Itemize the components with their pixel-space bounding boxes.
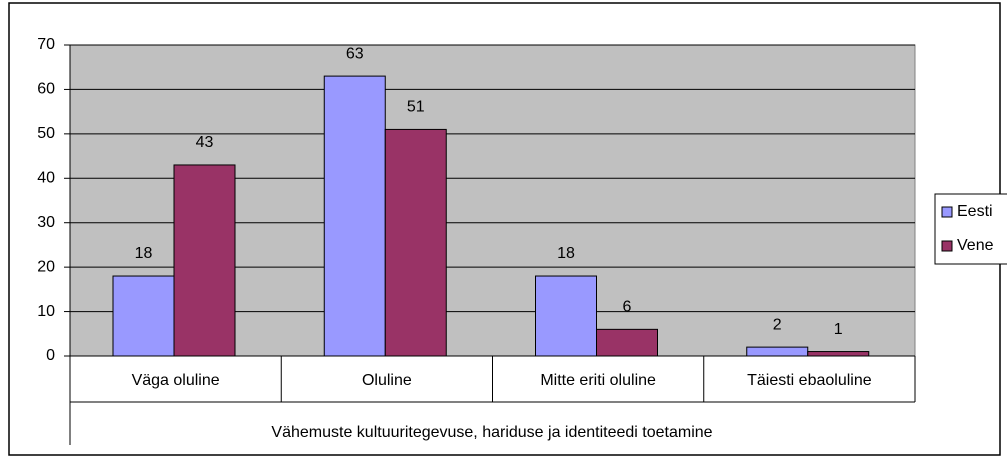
legend-box (934, 193, 1007, 265)
legend-label: Eesti (957, 203, 993, 220)
bar (112, 275, 175, 357)
bar (173, 164, 236, 357)
data-label: 63 (346, 45, 364, 62)
y-tick-label: 20 (37, 258, 55, 275)
y-tick-label: 50 (37, 125, 55, 142)
y-tick-label: 10 (37, 303, 55, 320)
bar (746, 346, 809, 357)
y-tick-label: 60 (37, 81, 55, 98)
data-label: 18 (135, 245, 153, 262)
legend-swatch (941, 240, 953, 252)
legend-swatch (941, 206, 953, 218)
legend-label: Vene (957, 237, 994, 254)
x-tick-label: Täiesti ebaoluline (747, 372, 872, 389)
data-label: 1 (834, 321, 843, 338)
x-tick-label: Väga oluline (132, 372, 220, 389)
x-tick-label: Oluline (362, 372, 412, 389)
data-label: 51 (407, 99, 425, 116)
y-tick-label: 70 (37, 36, 55, 53)
y-tick-label: 40 (37, 170, 55, 187)
x-axis-title: Vähemuste kultuuritegevuse, hariduse ja … (271, 424, 712, 441)
data-label: 43 (196, 134, 214, 151)
y-tick-label: 30 (37, 214, 55, 231)
bar (535, 275, 597, 357)
y-tick-label: 0 (46, 347, 55, 364)
x-tick-label: Mitte eriti oluline (540, 372, 656, 389)
bar (807, 351, 870, 357)
data-label: 18 (557, 245, 575, 262)
bar (596, 328, 658, 357)
data-label: 2 (773, 316, 782, 333)
bar (384, 128, 447, 357)
bar (323, 75, 386, 357)
data-label: 6 (623, 299, 632, 316)
